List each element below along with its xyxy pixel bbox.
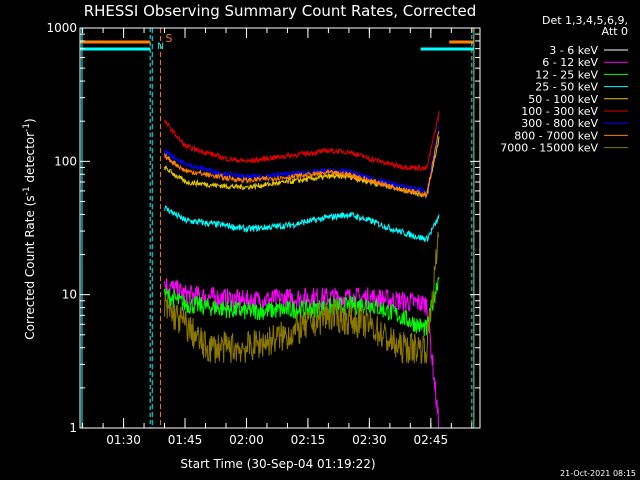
y-tick-label: 1000 [46, 21, 77, 35]
plot-frame [79, 27, 481, 429]
y-tick-label: 100 [54, 154, 77, 168]
x-tick-label: 02:15 [291, 433, 326, 447]
legend-entry-label: 100 - 300 keV [521, 105, 598, 118]
legend-entry-label: 300 - 800 keV [521, 117, 598, 130]
legend-entry-label: 25 - 50 keV [535, 81, 598, 94]
x-tick-label: 02:30 [352, 433, 387, 447]
x-tick-label: 01:45 [168, 433, 203, 447]
x-tick-label: 02:45 [414, 433, 449, 447]
x-tick-label: 01:30 [106, 433, 141, 447]
series-line-3 [164, 205, 440, 243]
y-axis-label: Corrected Count Rate (s-1 detector-1) [22, 118, 37, 339]
series-line-7 [164, 130, 440, 198]
marker-label-n: N [157, 42, 164, 52]
chart-title: RHESSI Observing Summary Count Rates, Co… [84, 2, 477, 20]
legend-header: Att 0 [602, 25, 628, 38]
legend-entry-label: 50 - 100 keV [528, 93, 598, 106]
y-tick-label: 10 [62, 288, 77, 302]
series-line-5 [164, 111, 440, 172]
marker-label-s: S [165, 32, 172, 45]
legend-entry-label: 3 - 6 keV [549, 44, 598, 57]
series-line-8 [164, 231, 440, 364]
legend-entry-label: 7000 - 15000 keV [500, 142, 598, 155]
legend-entry-label: 800 - 7000 keV [514, 129, 598, 142]
legend-header: Det 1,3,4,5,6,9, [542, 14, 628, 27]
series-line-1 [164, 277, 440, 429]
plot-area: SN [80, 28, 475, 430]
legend-entry-label: 6 - 12 keV [542, 56, 598, 69]
legend-entry-label: 12 - 25 keV [535, 68, 598, 81]
x-axis-label: Start Time (30-Sep-04 01:19:22) [180, 457, 375, 471]
series-line-6 [164, 125, 440, 195]
footer-timestamp: 21-Oct-2021 08:15 [560, 469, 636, 478]
x-tick-label: 02:00 [229, 433, 264, 447]
y-tick-label: 1 [69, 421, 77, 435]
series-line-4 [164, 136, 440, 199]
axes: 1 10 100 1000 01:30 01:45 02:00 02:15 02:30 02:45 [46, 21, 481, 447]
series-line-2 [164, 277, 440, 337]
